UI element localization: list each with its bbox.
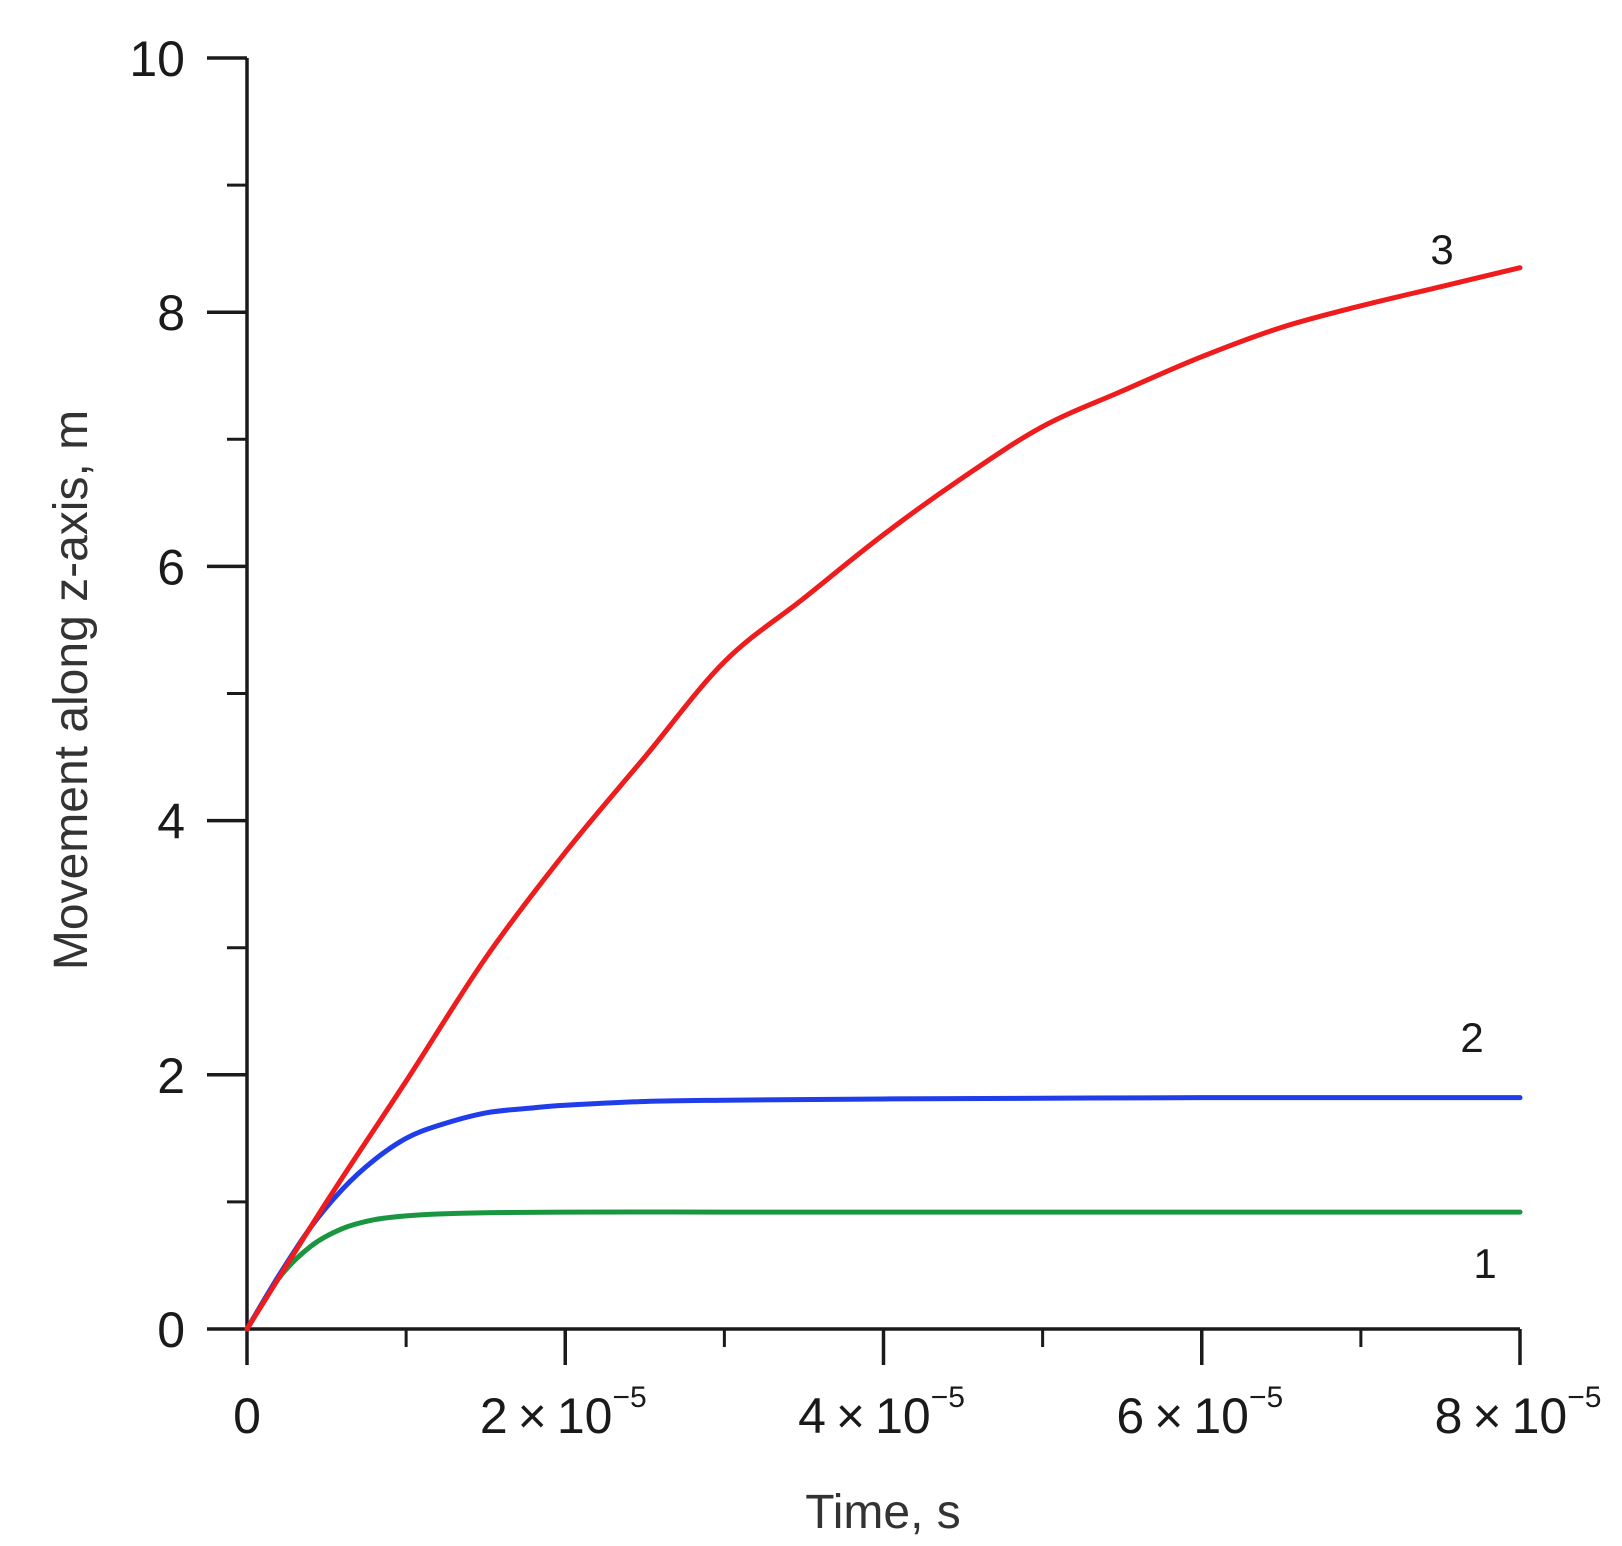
series-line-1	[244, 1209, 1523, 1332]
x-axis-title: Time, s	[805, 1486, 961, 1539]
x-tick-mantissa: 6	[1116, 1388, 1144, 1444]
x-tick-times: ×	[1472, 1388, 1501, 1444]
y-tick-label: 2	[157, 1048, 185, 1104]
curve-label-3: 3	[1430, 226, 1453, 273]
curve-label-2: 2	[1460, 1014, 1483, 1061]
x-tick-base: 10	[1193, 1388, 1249, 1444]
y-axis-title: Movement along z-axis, m	[45, 410, 98, 970]
curves	[244, 265, 1523, 1332]
x-tick-label: 6 × 10−5	[1116, 1381, 1283, 1444]
y-tick-label: 8	[157, 285, 185, 341]
series-line-3	[244, 265, 1523, 1332]
x-tick-exponent: −5	[1567, 1381, 1601, 1414]
x-tick-times: ×	[1154, 1388, 1183, 1444]
x-tick-label: 4 × 10−5	[798, 1381, 965, 1444]
x-tick-times: ×	[836, 1388, 865, 1444]
x-tick-base: 10	[557, 1388, 613, 1444]
x-tick-label: 0	[233, 1388, 261, 1444]
x-tick-times: ×	[518, 1388, 547, 1444]
axes	[245, 58, 1520, 1331]
x-tick-label: 8 × 10−5	[1435, 1381, 1602, 1444]
x-tick-exponent: −5	[931, 1381, 965, 1414]
x-tick-mantissa: 2	[480, 1388, 508, 1444]
y-tick-label: 4	[157, 794, 185, 850]
x-tick-mantissa: 8	[1435, 1388, 1463, 1444]
y-tick-label: 10	[129, 31, 185, 87]
series-line-2	[244, 1095, 1523, 1332]
curve-labels: 1 2 3	[1430, 226, 1496, 1287]
x-tick-base: 10	[875, 1388, 931, 1444]
x-tick-exponent: −5	[612, 1381, 646, 1414]
x-tick-label: 2 × 10−5	[480, 1381, 647, 1444]
y-tick-label: 0	[157, 1302, 185, 1358]
x-tick-base: 10	[1512, 1388, 1568, 1444]
curve-label-1: 1	[1473, 1240, 1496, 1287]
ticks	[207, 56, 1522, 1365]
x-tick-exponent: −5	[1249, 1381, 1283, 1414]
x-tick-mantissa: 4	[798, 1388, 826, 1444]
y-tick-label: 6	[157, 539, 185, 595]
